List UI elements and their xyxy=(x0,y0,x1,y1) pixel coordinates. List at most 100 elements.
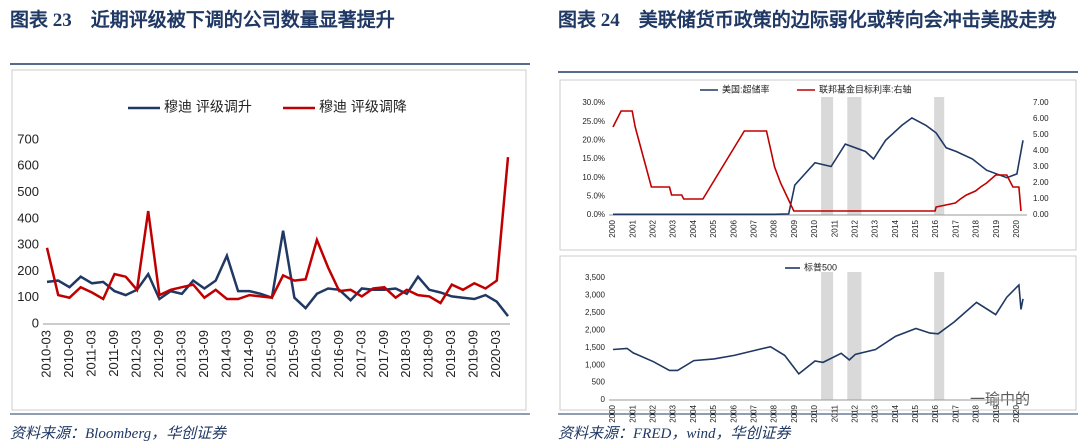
x-tick-label: 2004 xyxy=(689,404,698,422)
x-tick-label: 2014 xyxy=(891,219,900,237)
y2-tick-label: 4.00 xyxy=(1033,146,1049,155)
x-tick-label: 2009 xyxy=(790,404,799,422)
y2-tick-label: 1.00 xyxy=(1033,194,1049,203)
x-tick-label: 2019-09 xyxy=(466,330,481,378)
x-tick-label: 2003 xyxy=(669,219,678,237)
y-tick-label: 2,000 xyxy=(585,325,606,334)
x-tick-label: 2011-09 xyxy=(106,330,121,377)
series-line xyxy=(612,110,1022,212)
x-tick-label: 2020-03 xyxy=(488,330,503,378)
y-tick-label: 10.0% xyxy=(582,173,605,182)
y-tick-label: 400 xyxy=(17,210,39,225)
y-tick-label: 300 xyxy=(17,237,39,252)
legend-label: 标普500 xyxy=(804,261,837,272)
x-tick-label: 2015 xyxy=(911,219,920,237)
y-tick-label: 3,000 xyxy=(585,291,606,300)
y-tick-label: 2,500 xyxy=(585,308,606,317)
x-tick-label: 2013 xyxy=(871,219,880,237)
y-tick-label: 700 xyxy=(17,131,39,146)
x-tick-label: 2011 xyxy=(830,404,839,422)
x-tick-label: 2012-03 xyxy=(128,330,143,378)
x-tick-label: 2012-09 xyxy=(151,330,166,378)
x-tick-label: 2013 xyxy=(871,404,880,422)
x-tick-label: 2005 xyxy=(709,219,718,237)
series-line xyxy=(613,116,1024,216)
x-tick-label: 2017 xyxy=(951,219,960,237)
y-tick-label: 0 xyxy=(32,315,39,330)
x-tick-label: 2000 xyxy=(608,219,617,237)
x-tick-label: 2005 xyxy=(709,404,718,422)
x-tick-label: 2016 xyxy=(931,219,940,237)
y-tick-label: 200 xyxy=(17,263,39,278)
y-tick-label: 0 xyxy=(601,395,606,404)
x-tick-label: 2010 xyxy=(810,219,819,237)
legend-label: 美国:超储率 xyxy=(722,83,770,94)
series-line xyxy=(45,156,510,305)
x-tick-label: 2020 xyxy=(1012,404,1021,422)
legend-label: 联邦基金目标利率:右轴 xyxy=(819,83,912,94)
shaded-band xyxy=(934,97,945,215)
y2-tick-label: 5.00 xyxy=(1033,130,1049,139)
x-tick-label: 2004 xyxy=(689,219,698,237)
legend-label: 穆迪 评级调升 xyxy=(164,99,252,115)
x-tick-label: 2002 xyxy=(649,404,658,422)
x-tick-label: 2016-03 xyxy=(308,330,323,378)
x-tick-label: 2010-09 xyxy=(61,330,76,378)
x-tick-label: 2007 xyxy=(749,219,758,237)
shaded-band xyxy=(821,272,834,400)
y-tick-label: 20.0% xyxy=(582,135,605,144)
y-tick-label: 1,000 xyxy=(585,360,606,369)
y-tick-label: 15.0% xyxy=(582,154,605,163)
x-tick-label: 2011 xyxy=(830,219,839,237)
figure-title: 图表 24 美联储货币政策的边际弱化或转向会冲击美股走势 xyxy=(558,10,1057,31)
x-tick-label: 2009 xyxy=(790,219,799,237)
watermark: 一瑜中的 xyxy=(970,391,1030,408)
x-tick-label: 2006 xyxy=(729,404,738,422)
y2-tick-label: 2.00 xyxy=(1033,178,1049,187)
shaded-band xyxy=(821,97,834,215)
x-tick-label: 2006 xyxy=(729,219,738,237)
x-tick-label: 2002 xyxy=(649,219,658,237)
x-tick-label: 2018-09 xyxy=(421,330,436,378)
legend-label: 穆迪 评级调降 xyxy=(319,99,407,115)
y2-tick-label: 0.00 xyxy=(1033,210,1049,219)
x-tick-label: 2001 xyxy=(628,219,637,237)
source: 资料来源：Bloomberg，华创证券 xyxy=(10,426,227,442)
x-tick-label: 2008 xyxy=(770,219,779,237)
y-tick-label: 1,500 xyxy=(585,343,606,352)
x-tick-label: 2014-03 xyxy=(218,330,233,378)
x-tick-label: 2018-03 xyxy=(398,330,413,378)
x-tick-label: 2016 xyxy=(931,404,940,422)
y2-tick-label: 6.00 xyxy=(1033,114,1049,123)
x-tick-label: 2013-03 xyxy=(173,330,188,378)
x-tick-label: 2018 xyxy=(972,404,981,422)
x-tick-label: 2016-09 xyxy=(331,330,346,378)
y-tick-label: 500 xyxy=(17,184,39,199)
y-tick-label: 3,500 xyxy=(585,273,606,282)
x-tick-label: 2008 xyxy=(770,404,779,422)
x-tick-label: 2020 xyxy=(1012,219,1021,237)
x-tick-label: 2000 xyxy=(608,404,617,422)
x-tick-label: 2015 xyxy=(911,404,920,422)
y-tick-label: 600 xyxy=(17,158,39,173)
x-tick-label: 2010-03 xyxy=(38,330,53,378)
y-tick-label: 0.0% xyxy=(587,210,605,219)
x-tick-label: 2014-09 xyxy=(241,330,256,378)
x-tick-label: 2015-09 xyxy=(286,330,301,378)
y-tick-label: 500 xyxy=(592,378,606,387)
x-tick-label: 2019 xyxy=(992,219,1001,237)
shaded-band xyxy=(934,272,945,400)
frame xyxy=(559,79,1077,251)
shaded-band xyxy=(847,97,862,215)
x-tick-label: 2017 xyxy=(951,404,960,422)
y-tick-label: 25.0% xyxy=(582,117,605,126)
x-tick-label: 2007 xyxy=(749,404,758,422)
series-line xyxy=(612,283,1024,376)
source: 资料来源：FRED，wind，华创证券 xyxy=(558,426,791,442)
x-tick-label: 2014 xyxy=(891,404,900,422)
y2-tick-label: 7.00 xyxy=(1033,98,1049,107)
x-tick-label: 2012 xyxy=(850,404,859,422)
y-tick-label: 5.0% xyxy=(587,191,605,200)
